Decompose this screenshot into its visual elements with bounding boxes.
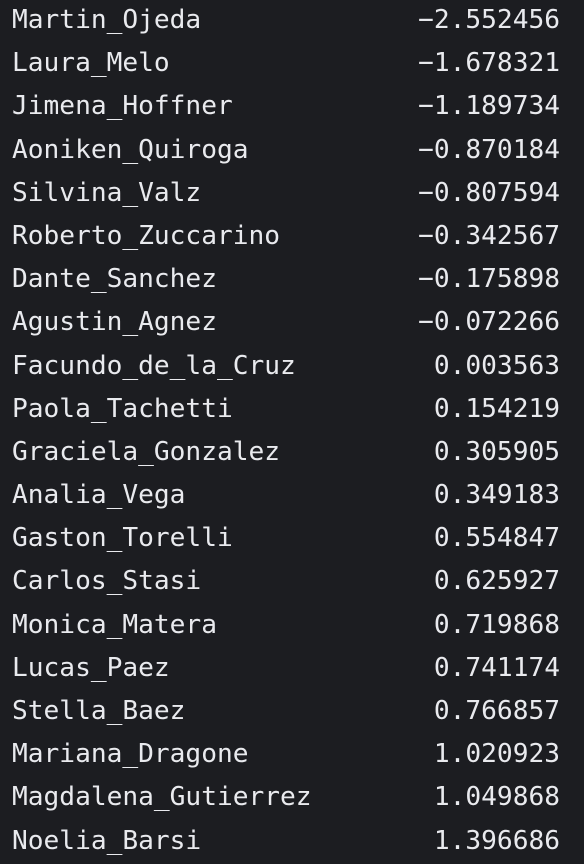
row-name: Noelia_Barsi [12, 825, 202, 856]
output-row: Silvina_Valz −0.807594 [12, 172, 572, 215]
row-name: Gaston_Torelli [12, 523, 233, 554]
row-name: Laura_Melo [12, 48, 170, 79]
row-name: Stella_Baez [12, 696, 186, 726]
row-name: Mariana_Dragone [12, 739, 249, 770]
row-name: Facundo_de_la_Cruz [12, 350, 296, 381]
output-row: Noelia_Barsi 1.396686 [12, 820, 572, 863]
row-name: Martin_Ojeda [12, 5, 202, 35]
output-row: Agustin_Agnez −0.072266 [12, 301, 572, 344]
row-value: 0.766857 [433, 696, 560, 726]
row-name: Graciela_Gonzalez [12, 436, 281, 467]
row-value: 0.554847 [433, 523, 560, 554]
row-value: −0.072266 [418, 307, 560, 338]
output-row: Stella_Baez 0.766857 [12, 690, 572, 733]
output-row: Analia_Vega 0.349183 [12, 474, 572, 517]
row-name: Magdalena_Gutierrez [12, 782, 312, 813]
output-row: Lucas_Paez 0.741174 [12, 647, 572, 690]
row-name: Silvina_Valz [12, 177, 202, 208]
row-name: Lucas_Paez [12, 652, 170, 683]
row-value: −0.807594 [418, 177, 560, 208]
output-row: Jimena_Hoffner −1.189734 [12, 85, 572, 128]
output-row: Facundo_de_la_Cruz 0.003563 [12, 345, 572, 388]
row-value: 0.003563 [433, 350, 560, 381]
row-value: 0.154219 [433, 393, 560, 424]
row-name: Roberto_Zuccarino [12, 220, 281, 251]
output-row: Mariana_Dragone 1.020923 [12, 733, 572, 776]
row-value: 1.049868 [433, 782, 560, 813]
output-row: Gaston_Torelli 0.554847 [12, 517, 572, 560]
row-value: 0.719868 [433, 609, 560, 640]
row-value: 0.349183 [433, 480, 560, 511]
output-row: Roberto_Zuccarino −0.342567 [12, 215, 572, 258]
output-row: Paola_Tachetti 0.154219 [12, 388, 572, 431]
row-value: −1.189734 [418, 91, 560, 122]
output-row: Laura_Melo −1.678321 [12, 42, 572, 85]
row-name: Agustin_Agnez [12, 307, 217, 338]
row-value: −0.342567 [418, 220, 560, 251]
output-row: Aoniken_Quiroga −0.870184 [12, 129, 572, 172]
row-name: Jimena_Hoffner [12, 91, 233, 122]
row-value: 1.020923 [433, 739, 560, 770]
row-value: 0.305905 [433, 436, 560, 467]
output-row: Carlos_Stasi 0.625927 [12, 560, 572, 603]
row-name: Aoniken_Quiroga [12, 134, 249, 165]
output-row: Martin_Ojeda −2.552456 [12, 0, 572, 42]
row-value: −2.552456 [418, 5, 560, 35]
series-output: Martin_Ojeda −2.552456 Laura_Melo −1.67832… [12, 0, 572, 863]
output-row: Monica_Matera 0.719868 [12, 604, 572, 647]
row-name: Paola_Tachetti [12, 393, 233, 424]
row-value: −0.175898 [418, 264, 560, 295]
row-value: 1.396686 [433, 825, 560, 856]
row-value: 0.625927 [433, 566, 560, 597]
row-value: −1.678321 [418, 48, 560, 79]
output-row: Dante_Sanchez −0.175898 [12, 258, 572, 301]
row-value: −0.870184 [418, 134, 560, 165]
row-value: 0.741174 [433, 652, 560, 683]
row-name: Carlos_Stasi [12, 566, 202, 597]
row-name: Dante_Sanchez [12, 264, 217, 295]
row-name: Analia_Vega [12, 480, 186, 511]
row-name: Monica_Matera [12, 609, 217, 640]
output-row: Graciela_Gonzalez 0.305905 [12, 431, 572, 474]
output-row: Magdalena_Gutierrez 1.049868 [12, 776, 572, 819]
